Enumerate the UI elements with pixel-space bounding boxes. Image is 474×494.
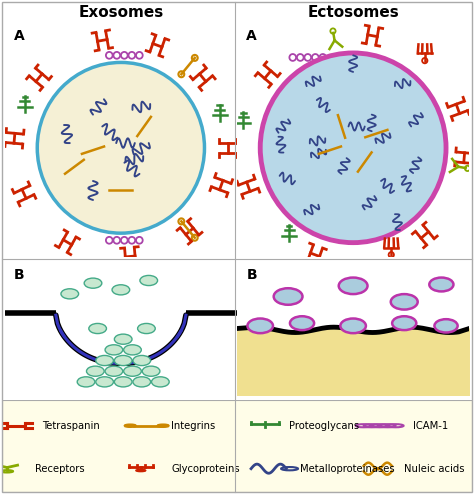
Circle shape	[84, 278, 102, 288]
Circle shape	[290, 316, 314, 330]
Text: Nuleic acids: Nuleic acids	[403, 464, 464, 474]
Circle shape	[142, 366, 160, 376]
Circle shape	[133, 356, 151, 366]
Circle shape	[114, 334, 132, 344]
Bar	[237, 262, 469, 331]
Text: Proteoglycans: Proteoglycans	[289, 421, 359, 431]
Circle shape	[133, 377, 151, 387]
Circle shape	[89, 324, 107, 333]
Circle shape	[37, 62, 204, 233]
Circle shape	[137, 324, 155, 333]
Circle shape	[260, 53, 446, 243]
Circle shape	[392, 316, 416, 330]
Circle shape	[96, 377, 113, 387]
Text: A: A	[246, 29, 257, 43]
Text: ICAM-1: ICAM-1	[413, 421, 448, 431]
Circle shape	[114, 377, 132, 387]
Bar	[5, 262, 237, 322]
Circle shape	[124, 366, 141, 376]
Circle shape	[86, 366, 104, 376]
Text: Receptors: Receptors	[35, 464, 85, 474]
Text: Ectosomes: Ectosomes	[307, 5, 399, 20]
Text: Integrins: Integrins	[171, 421, 216, 431]
Circle shape	[273, 288, 302, 305]
Polygon shape	[56, 313, 186, 363]
Text: Metalloproteinases: Metalloproteinases	[301, 464, 395, 474]
Text: B: B	[246, 269, 257, 283]
Text: A: A	[14, 29, 25, 43]
Circle shape	[339, 278, 367, 294]
Text: Glycoproteins: Glycoproteins	[171, 464, 240, 474]
Circle shape	[429, 278, 454, 291]
Circle shape	[61, 289, 79, 299]
Circle shape	[105, 345, 123, 355]
Circle shape	[124, 345, 141, 355]
Circle shape	[112, 285, 130, 295]
Circle shape	[391, 294, 418, 310]
Text: Tetraspanin: Tetraspanin	[42, 421, 100, 431]
Text: Exosomes: Exosomes	[78, 5, 164, 20]
Circle shape	[96, 356, 113, 366]
Circle shape	[140, 276, 157, 286]
Circle shape	[247, 319, 273, 333]
Text: B: B	[14, 269, 25, 283]
Circle shape	[152, 377, 169, 387]
Circle shape	[340, 319, 366, 333]
Circle shape	[114, 356, 132, 366]
Circle shape	[105, 366, 123, 376]
Circle shape	[434, 319, 457, 332]
Circle shape	[77, 377, 95, 387]
